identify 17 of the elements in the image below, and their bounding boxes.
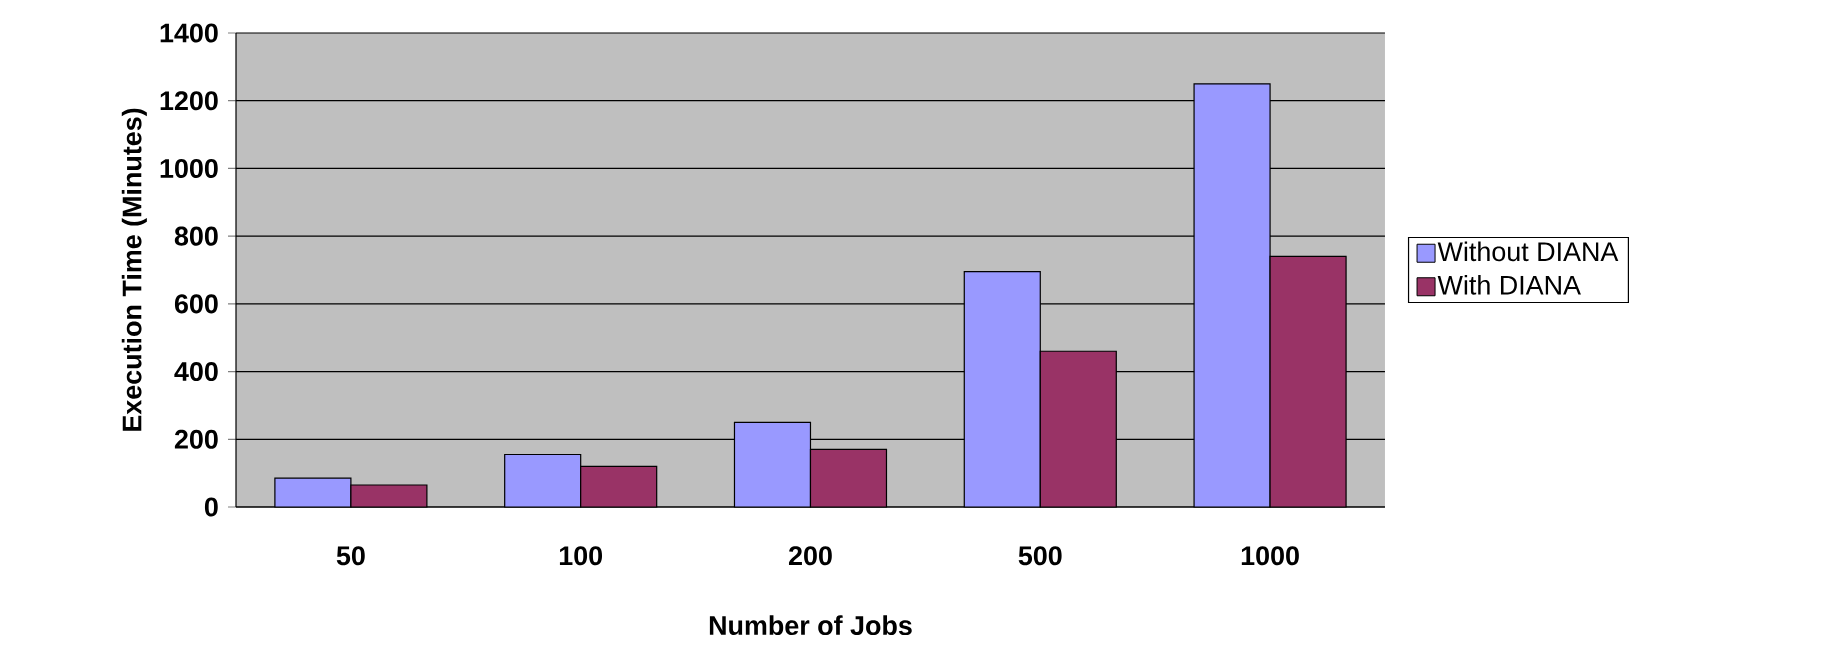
- y-tick-label: 800: [174, 226, 218, 246]
- y-tick-label: 200: [174, 429, 218, 449]
- x-tick-label: 200: [788, 546, 832, 566]
- y-tick-label: 0: [204, 497, 218, 517]
- legend-label: Without DIANA: [1437, 241, 1619, 262]
- y-axis-title: Execution Time (Minutes): [121, 108, 147, 431]
- legend-label: With DIANA: [1437, 274, 1581, 295]
- x-axis-title: Number of Jobs: [709, 615, 912, 636]
- x-tick-label: 100: [559, 546, 603, 566]
- y-tick-label: 1400: [160, 23, 218, 43]
- x-tick-label: 500: [1018, 546, 1062, 566]
- y-tick-label: 1200: [160, 91, 218, 111]
- x-tick-label: 50: [336, 546, 365, 566]
- y-tick-label: 1000: [160, 158, 218, 178]
- y-tick-label: 400: [174, 362, 218, 382]
- x-tick-label: 1000: [1241, 546, 1299, 566]
- y-tick-label: 600: [174, 294, 218, 314]
